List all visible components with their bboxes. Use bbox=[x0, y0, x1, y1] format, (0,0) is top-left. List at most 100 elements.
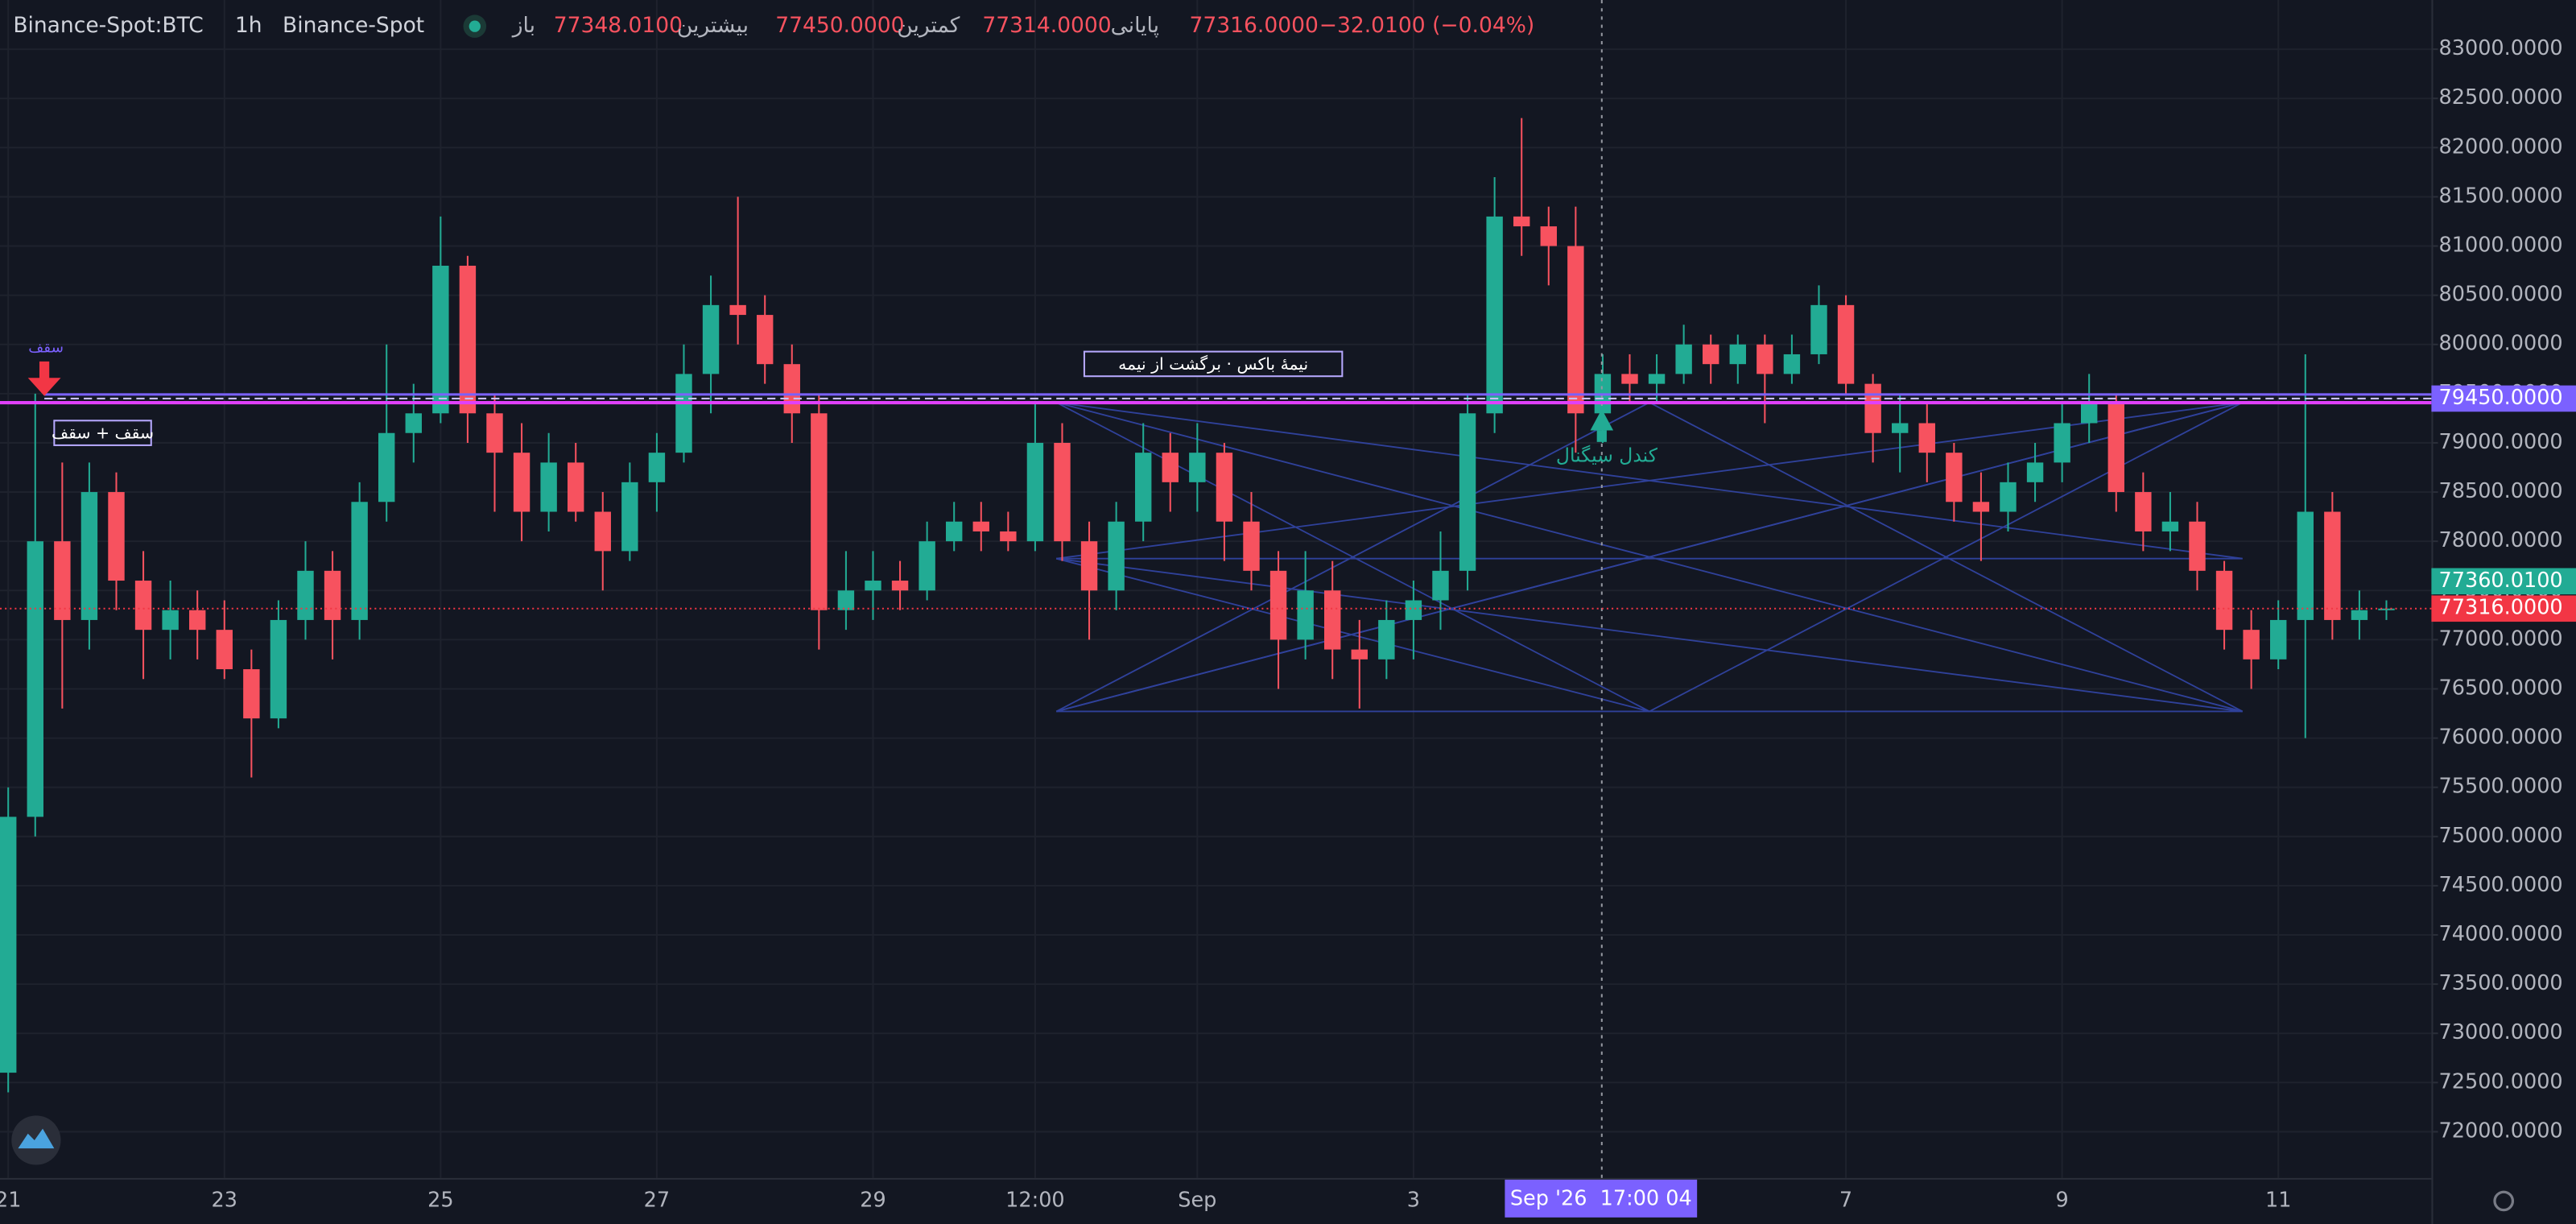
y-tick-label: 81000.0000 bbox=[2439, 234, 2563, 258]
candle-body bbox=[1703, 344, 1719, 365]
candle-body bbox=[621, 482, 638, 552]
y-tick-label: 80500.0000 bbox=[2439, 283, 2563, 307]
arrow-head bbox=[27, 378, 61, 396]
candles bbox=[0, 118, 2395, 1093]
candle-body bbox=[2054, 423, 2070, 463]
candle-body bbox=[1648, 374, 1666, 384]
candle-body bbox=[972, 521, 989, 531]
candle-body bbox=[1000, 531, 1017, 542]
annotation: سقف + سقف bbox=[52, 424, 154, 443]
y-tick-label: 74000.0000 bbox=[2439, 922, 2563, 946]
arrow-shaft bbox=[1596, 430, 1607, 442]
candle-body bbox=[1892, 423, 1909, 433]
y-tick-label: 73500.0000 bbox=[2439, 971, 2563, 995]
y-tick-label: 73000.0000 bbox=[2439, 1020, 2563, 1044]
x-tick-label: 23 bbox=[212, 1188, 237, 1212]
price-label: 77316.0000 bbox=[2439, 596, 2563, 620]
ohlc-value: 77348.0100 bbox=[554, 13, 683, 38]
y-tick-label: 72500.0000 bbox=[2439, 1069, 2563, 1094]
candle-body bbox=[811, 413, 828, 610]
change: −32.0100 (−0.04%) bbox=[1319, 13, 1534, 38]
candle-body bbox=[865, 581, 881, 591]
arrow-head bbox=[1590, 409, 1614, 431]
candle-body bbox=[1432, 570, 1449, 601]
candle-body bbox=[243, 669, 260, 719]
candle-body bbox=[675, 374, 692, 453]
y-tick-label: 76000.0000 bbox=[2439, 726, 2563, 750]
ohlc-label: کمترین bbox=[897, 13, 960, 38]
y-tick-label: 81500.0000 bbox=[2439, 184, 2563, 208]
interval[interactable]: 1h bbox=[235, 13, 262, 38]
y-tick-label: 80000.0000 bbox=[2439, 332, 2563, 356]
candle-body bbox=[1864, 383, 1881, 433]
candle-body bbox=[1378, 619, 1395, 660]
candle-body bbox=[919, 541, 935, 591]
y-tick-label: 83000.0000 bbox=[2439, 36, 2563, 60]
exchange: Binance-Spot bbox=[283, 13, 424, 38]
candle-body bbox=[216, 630, 233, 670]
y-tick-label: 82000.0000 bbox=[2439, 134, 2563, 159]
ohlc-label: بیشترین bbox=[677, 13, 749, 38]
candle-body bbox=[648, 453, 666, 482]
candle-body bbox=[324, 570, 341, 620]
candle-body bbox=[2324, 511, 2341, 620]
x-tick-label: 21 bbox=[0, 1188, 21, 1212]
candle-body bbox=[1486, 216, 1503, 414]
x-tick-label: 29 bbox=[860, 1188, 886, 1212]
candle-body bbox=[702, 304, 720, 374]
y-tick-label: 78000.0000 bbox=[2439, 528, 2563, 552]
candle-body bbox=[1513, 216, 1530, 227]
y-tick-label: 78500.0000 bbox=[2439, 479, 2563, 503]
candle-body bbox=[783, 364, 800, 414]
candle-body bbox=[946, 521, 963, 542]
candle-body bbox=[1972, 502, 1990, 512]
arrow-shaft bbox=[39, 361, 50, 380]
candle-body bbox=[1351, 649, 1368, 660]
candle-body bbox=[378, 432, 395, 502]
y-tick-label: 79000.0000 bbox=[2439, 430, 2563, 454]
candle-body bbox=[1567, 246, 1584, 414]
candle-body bbox=[1783, 354, 1801, 374]
status-dot bbox=[469, 20, 481, 32]
candle-body bbox=[2297, 511, 2314, 620]
settings-icon[interactable] bbox=[2493, 1190, 2515, 1212]
candle-body bbox=[2270, 619, 2287, 660]
candle-body bbox=[1837, 304, 1855, 384]
candle-body bbox=[1729, 344, 1746, 365]
symbol: Binance-Spot:BTC bbox=[13, 13, 203, 38]
candle-body bbox=[891, 581, 909, 591]
annotation-box bbox=[53, 420, 152, 446]
candle-body bbox=[1757, 344, 1773, 374]
candle-body bbox=[1216, 453, 1233, 522]
candle-body bbox=[486, 413, 503, 453]
candle-body bbox=[0, 817, 17, 1073]
candle-body bbox=[540, 462, 557, 512]
candle-body bbox=[2161, 521, 2179, 531]
candle-body bbox=[54, 541, 71, 620]
price-label-box bbox=[2431, 385, 2576, 412]
crosshair-label-box bbox=[1505, 1179, 1698, 1218]
candle-body bbox=[2351, 610, 2368, 620]
y-tick-label: 75500.0000 bbox=[2439, 775, 2563, 799]
y-tick-label: 77000.0000 bbox=[2439, 626, 2563, 651]
candle-body bbox=[2081, 403, 2098, 424]
ohlc-label: باز bbox=[511, 13, 535, 38]
candle-body bbox=[1946, 453, 1963, 502]
x-tick-label: 27 bbox=[644, 1188, 670, 1212]
logo-mark bbox=[18, 1128, 55, 1149]
candle-body bbox=[1918, 423, 1935, 453]
candle-body bbox=[2026, 462, 2044, 482]
candle-body bbox=[757, 315, 774, 365]
x-tick-label: 11 bbox=[2265, 1188, 2291, 1212]
candle-body bbox=[2107, 403, 2124, 493]
candle-body bbox=[1080, 541, 1098, 591]
candle-body bbox=[162, 610, 179, 631]
candle-body bbox=[2243, 630, 2260, 660]
annotation: سقف bbox=[28, 340, 64, 357]
candle-body bbox=[1189, 453, 1206, 482]
candle-body bbox=[2000, 482, 2017, 512]
price-label-box bbox=[2431, 568, 2576, 595]
candle-body bbox=[432, 265, 449, 414]
